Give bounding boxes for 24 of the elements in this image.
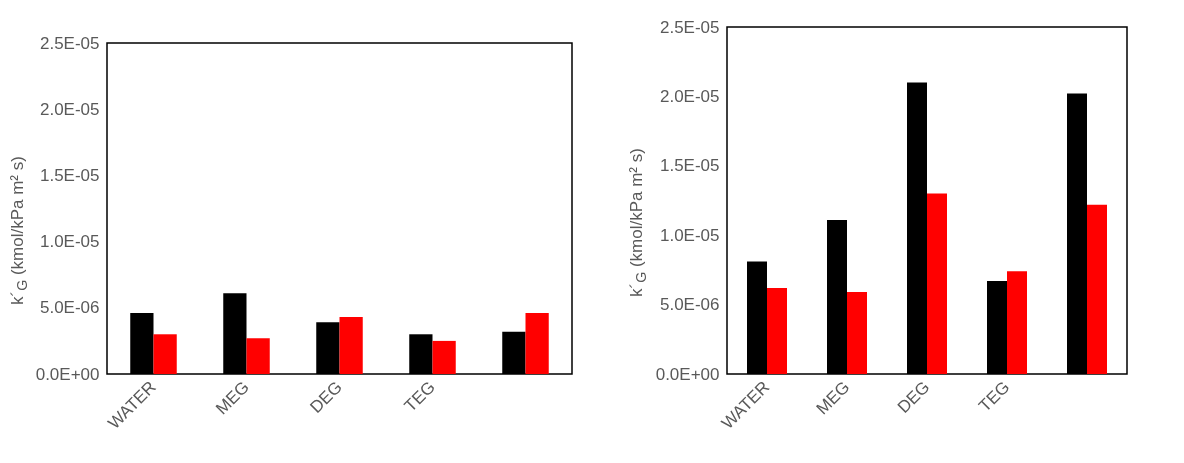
- x-tick-label: TEG: [974, 377, 1014, 416]
- bar: [339, 317, 364, 374]
- y-tick-label: 1.0E-05: [40, 232, 100, 252]
- bar: [1086, 204, 1107, 374]
- bar: [846, 292, 867, 374]
- bar: [246, 338, 271, 374]
- y-tick-label: 1.5E-05: [40, 165, 100, 185]
- x-tick-label: TEG: [401, 377, 440, 416]
- bar: [926, 193, 947, 374]
- y-tick-label: 2.5E-05: [40, 33, 100, 53]
- bar: [432, 340, 457, 374]
- y-tick-label: 2.0E-05: [659, 86, 720, 106]
- y-tick-label: 1.0E-05: [659, 225, 720, 245]
- y-tick-label: 2.5E-05: [659, 17, 720, 37]
- y-tick-label: 0.0E+00: [655, 364, 720, 384]
- bar: [153, 334, 178, 374]
- bar: [1006, 271, 1027, 374]
- bar: [766, 287, 787, 374]
- y-tick-label: 5.0E-06: [40, 298, 100, 318]
- y-tick-label: 2.0E-05: [40, 99, 100, 119]
- bar: [525, 313, 550, 374]
- y-tick-label: 5.0E-06: [659, 295, 720, 315]
- y-tick-label: 1.5E-05: [659, 156, 720, 176]
- y-tick-label: 0.0E+00: [36, 364, 100, 384]
